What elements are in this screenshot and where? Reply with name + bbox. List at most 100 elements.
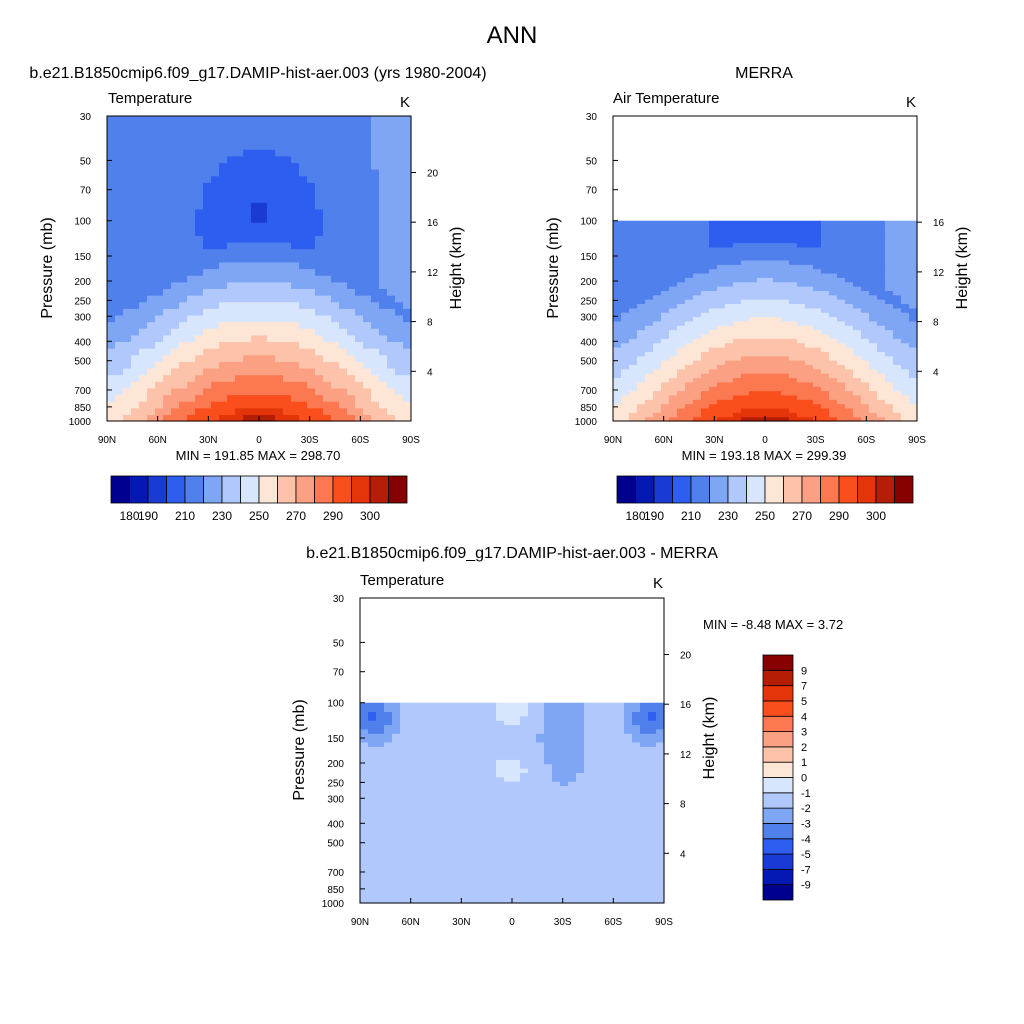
- contour-cell: [395, 149, 404, 157]
- contour-cell: [408, 781, 417, 787]
- contour-cell: [789, 264, 798, 270]
- contour-cell: [267, 401, 276, 409]
- contour-cell: [115, 215, 124, 223]
- contour-cell: [275, 341, 284, 349]
- contour-cell: [749, 229, 758, 235]
- contour-cell: [368, 881, 377, 887]
- contour-cell: [741, 355, 750, 361]
- contour-cell: [371, 288, 380, 296]
- contour-cell: [621, 303, 630, 309]
- contour-cell: [656, 824, 665, 830]
- contour-cell: [837, 290, 846, 296]
- contour-cell: [456, 794, 465, 800]
- contour-cell: [576, 750, 585, 756]
- contour-cell: [560, 776, 569, 782]
- contour-cell: [368, 876, 377, 882]
- contour-cell: [677, 329, 686, 335]
- contour-cell: [861, 307, 870, 313]
- contour-cell: [123, 314, 132, 323]
- contour-cell: [392, 815, 401, 821]
- contour-cell: [115, 228, 124, 236]
- contour-cell: [717, 303, 726, 309]
- contour-cell: [677, 407, 686, 413]
- contour-cell: [376, 754, 385, 760]
- contour-cell: [171, 328, 180, 336]
- contour-cell: [243, 308, 252, 316]
- contour-cell: [347, 142, 356, 150]
- contour-cell: [123, 374, 132, 382]
- contour-cell: [877, 286, 886, 291]
- contour-cell: [757, 394, 766, 400]
- contour-cell: [307, 228, 316, 236]
- contour-cell: [440, 772, 449, 778]
- contour-cell: [392, 846, 401, 852]
- contour-cell: [488, 776, 497, 782]
- contour-cell: [725, 416, 734, 422]
- contour-cell: [107, 367, 116, 376]
- contour-cell: [576, 837, 585, 843]
- contour-cell: [235, 387, 244, 396]
- contour-cell: [379, 348, 388, 356]
- contour-cell: [395, 414, 404, 422]
- contour-cell: [669, 264, 678, 270]
- contour-cell: [195, 202, 204, 210]
- contour-cell: [259, 361, 268, 369]
- contour-cell: [243, 155, 252, 164]
- contour-cell: [765, 329, 774, 335]
- contour-cell: [307, 308, 316, 316]
- contour-cell: [853, 333, 862, 339]
- contour-cell: [893, 407, 902, 413]
- contour-cell: [592, 802, 601, 808]
- contour-cell: [275, 195, 284, 203]
- contour-cell: [645, 272, 654, 278]
- contour-cell: [637, 255, 646, 261]
- contour-cell: [584, 881, 593, 887]
- contour-cell: [123, 295, 132, 303]
- contour-cell: [203, 328, 212, 336]
- contour-cell: [171, 142, 180, 150]
- contour-cell: [773, 268, 782, 274]
- contour-cell: [749, 394, 758, 400]
- contour-cell: [661, 377, 670, 383]
- contour-cell: [757, 268, 766, 274]
- contour-cell: [155, 149, 164, 157]
- contour-cell: [440, 785, 449, 791]
- contour-cell: [600, 754, 609, 760]
- contour-cell: [837, 233, 846, 239]
- contour-cell: [813, 299, 822, 305]
- contour-cell: [147, 401, 156, 409]
- contour-cell: [797, 342, 806, 348]
- contour-cell: [163, 188, 172, 197]
- contour-cell: [211, 414, 220, 422]
- contour-cell: [901, 294, 910, 300]
- contour-cell: [504, 885, 513, 891]
- x-tick-label: 90S: [908, 435, 926, 446]
- contour-cell: [733, 360, 742, 365]
- contour-cell: [472, 855, 481, 861]
- contour-cell: [339, 155, 348, 164]
- contour-cell: [400, 833, 409, 839]
- contour-cell: [147, 122, 156, 130]
- contour-cell: [243, 149, 252, 157]
- contour-cell: [432, 863, 441, 869]
- contour-cell: [464, 842, 473, 847]
- contour-cell: [656, 759, 665, 765]
- contour-cell: [725, 277, 734, 283]
- contour-cell: [235, 334, 244, 343]
- contour-cell: [203, 394, 212, 402]
- contour-cell: [131, 268, 140, 276]
- contour-cell: [624, 833, 633, 839]
- contour-cell: [115, 248, 124, 256]
- contour-cell: [251, 208, 260, 217]
- contour-cell: [395, 374, 404, 382]
- contour-cell: [307, 135, 316, 144]
- contour-cell: [283, 129, 292, 137]
- contour-cell: [829, 290, 838, 296]
- contour-cell: [869, 351, 878, 357]
- contour-cell: [259, 169, 268, 177]
- contour-cell: [701, 399, 710, 405]
- contour-cell: [645, 394, 654, 400]
- contour-cell: [701, 320, 710, 326]
- contour-cell: [520, 772, 529, 778]
- contour-cell: [829, 412, 838, 418]
